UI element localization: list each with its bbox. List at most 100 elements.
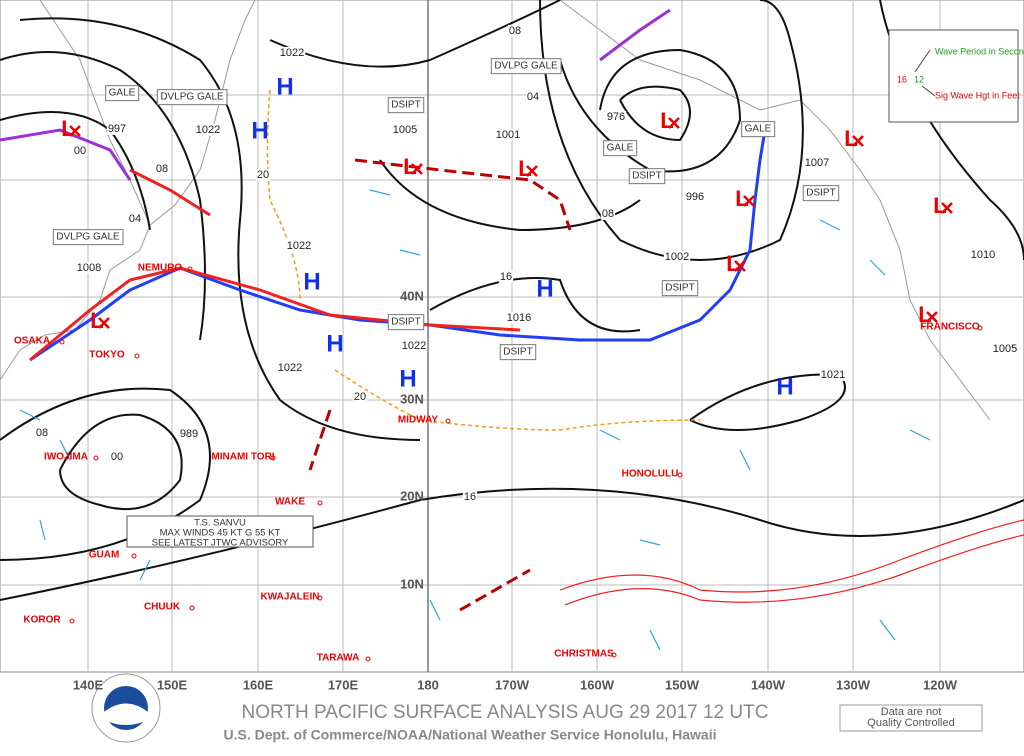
- map-title: NORTH PACIFIC SURFACE ANALYSIS AUG 29 20…: [242, 702, 769, 723]
- disclaimer-box: [839, 704, 983, 732]
- longitude-label: 130W: [836, 677, 871, 692]
- station-marker: [445, 418, 451, 424]
- cold-front: [29, 129, 767, 362]
- isobar-label: 1005: [993, 343, 1017, 355]
- annotation-box: [52, 229, 124, 246]
- annotation-box: [802, 185, 840, 202]
- latitude-label: 30N: [400, 391, 424, 406]
- isobar-label-bg: [600, 207, 616, 220]
- disclaimer: Quality Controlled: [867, 717, 954, 729]
- isobar-label: 08: [602, 208, 614, 220]
- isobar-label-bg: [276, 361, 304, 374]
- station-marker: [317, 500, 323, 506]
- annotation: DSIPT: [503, 347, 532, 358]
- isobar-label: 1022: [196, 124, 220, 136]
- low-center: [926, 311, 938, 323]
- isobar-label-bg: [803, 156, 831, 169]
- isobar-label: 16: [464, 491, 476, 503]
- isobar-label-bg: [178, 427, 200, 440]
- place-label: WAKE: [275, 497, 305, 508]
- isobar-label: 20: [354, 391, 366, 403]
- isobar-label-bg: [352, 390, 368, 403]
- low-center: [98, 317, 110, 329]
- longitude-label: 140E: [73, 677, 104, 692]
- isobar-label: 1021: [821, 369, 845, 381]
- isobar-label-bg: [75, 261, 103, 274]
- place-label: GUAM: [89, 550, 120, 561]
- legend-box: [888, 29, 1019, 123]
- longitude-label: 140W: [751, 677, 786, 692]
- low-center: [743, 195, 755, 207]
- isobar-label: 1022: [280, 47, 304, 59]
- isobar-label-bg: [391, 123, 419, 136]
- latitude-label: 40N: [400, 288, 424, 303]
- isobar-label-bg: [278, 46, 306, 59]
- annotation-box: [387, 97, 425, 114]
- annotation: DVLPG GALE: [56, 232, 120, 243]
- high-pressure: H: [326, 330, 343, 357]
- isobar-label-bg: [605, 110, 627, 123]
- place-label: CHRISTMAS: [554, 649, 614, 660]
- isobar-label-bg: [72, 144, 88, 157]
- isobar-label: 08: [36, 427, 48, 439]
- isobar-label-bg: [684, 190, 706, 203]
- isobar-label-bg: [969, 248, 997, 261]
- isobar-label: 1022: [287, 240, 311, 252]
- isobar-label-bg: [507, 24, 523, 37]
- itcz: [559, 519, 1024, 606]
- storm-advisory: SEE LATEST JTWC ADVISORY: [152, 538, 289, 549]
- isobar-label-bg: [991, 342, 1019, 355]
- longitude-label: 170W: [495, 677, 530, 692]
- longitude-label: 160E: [243, 677, 274, 692]
- annotation-box: [628, 168, 666, 185]
- place-label: MINAMI TORI: [211, 452, 274, 463]
- low-center: [668, 117, 680, 129]
- isobar-label: 08: [156, 163, 168, 175]
- annotation: GALE: [109, 88, 136, 99]
- legend-sample-height: 16: [897, 74, 907, 84]
- station-marker: [93, 455, 99, 461]
- annotation: GALE: [607, 143, 634, 154]
- isobar-label-bg: [106, 122, 128, 135]
- isobar-label-bg: [819, 368, 847, 381]
- map-subtitle: U.S. Dept. of Commerce/NOAA/National Wea…: [224, 727, 717, 743]
- isobar-label: 1002: [665, 251, 689, 263]
- high-pressure: H: [776, 373, 793, 400]
- station-marker: [317, 595, 323, 601]
- station-marker: [611, 652, 617, 658]
- isobar-label: 1022: [402, 340, 426, 352]
- isobar-label-bg: [194, 123, 222, 136]
- annotation: DSIPT: [391, 317, 420, 328]
- place-label: TOKYO: [89, 350, 125, 361]
- place-label: IWOJIMA: [44, 452, 88, 463]
- isobar-label: 04: [129, 213, 141, 225]
- high-pressure: H: [536, 275, 553, 302]
- legend-height: Sig Wave Hgt in Feet: [935, 90, 1020, 100]
- isobar-label: 1001: [496, 129, 520, 141]
- annotation: GALE: [745, 124, 772, 135]
- high-pressure: H: [303, 268, 320, 295]
- noaa-logo: [91, 673, 161, 743]
- annotation: DSIPT: [391, 100, 420, 111]
- isobar-label: 997: [108, 123, 126, 135]
- isobar-label-bg: [525, 90, 541, 103]
- storm-advisory: MAX WINDS 45 KT G 55 KT: [160, 528, 281, 539]
- isobar-label: 989: [180, 428, 198, 440]
- place-label: KWAJALEIN: [261, 592, 320, 603]
- station-marker: [187, 266, 193, 272]
- high-pressure: H: [251, 117, 268, 144]
- station-marker: [134, 353, 140, 359]
- isobar-label: 1007: [805, 157, 829, 169]
- ridge-axis: [266, 89, 701, 431]
- isobar-label: 16: [500, 271, 512, 283]
- isobar-label-bg: [154, 162, 170, 175]
- place-label: HONOLULU: [622, 469, 679, 480]
- place-label: KOROR: [23, 615, 61, 626]
- high-pressure: H: [399, 365, 416, 392]
- place-label: MIDWAY: [398, 415, 439, 426]
- annotation-box: [741, 121, 776, 138]
- station-marker: [270, 455, 276, 461]
- isobar-label: 08: [509, 25, 521, 37]
- longitude-label: 150E: [157, 677, 188, 692]
- annotation-box: [490, 58, 562, 75]
